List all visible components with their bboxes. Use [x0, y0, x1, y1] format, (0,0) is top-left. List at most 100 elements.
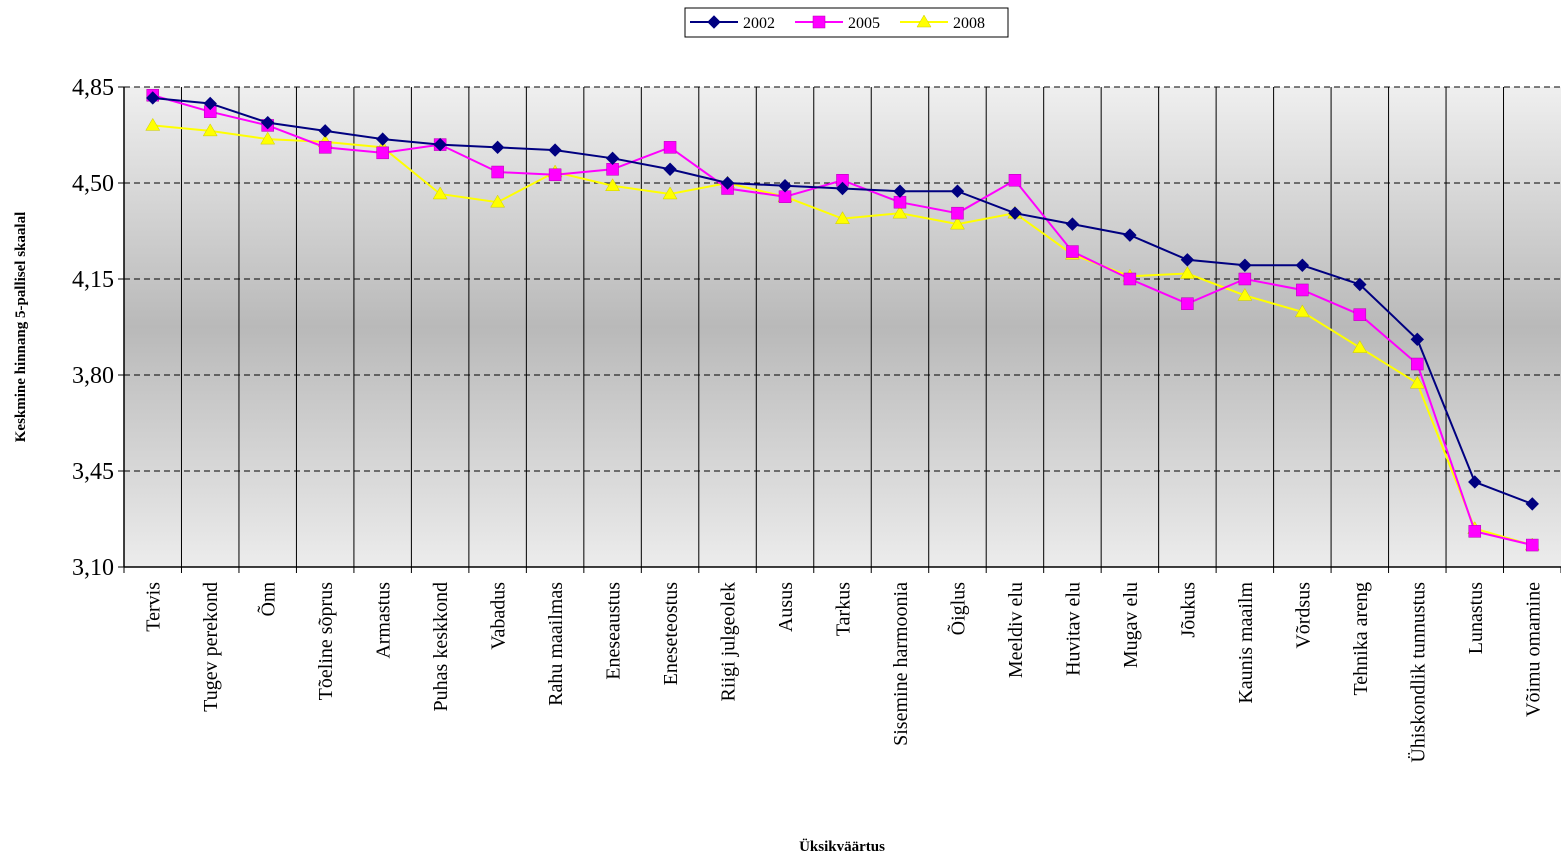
data-point-2005 [491, 165, 504, 179]
data-point-2008 [145, 117, 161, 131]
data-point-2005 [376, 146, 389, 160]
x-tick-label: Vabadus [488, 582, 510, 650]
data-point-2005 [1296, 283, 1309, 297]
x-tick-label: Tugev perekond [200, 582, 222, 712]
x-tick-label: Võrdsus [1292, 582, 1314, 649]
data-point-2002 [375, 132, 390, 146]
data-point-2002 [318, 124, 332, 138]
data-point-2005 [663, 141, 677, 154]
plot-area [124, 87, 1561, 567]
x-tick-label: Huvitav elu [1062, 582, 1084, 676]
x-tick-label: Eneseaustus [603, 582, 625, 680]
data-point-2005 [606, 163, 619, 176]
data-point-2005 [1353, 308, 1367, 321]
data-point-2008 [892, 205, 908, 219]
data-point-2008 [202, 123, 218, 137]
data-point-2005 [548, 168, 562, 182]
data-point-2005 [1123, 272, 1137, 286]
legend-label-2008: 2008 [953, 15, 985, 32]
series-2005 [146, 88, 1539, 552]
data-point-2002 [1180, 253, 1195, 267]
axes [118, 86, 1561, 573]
data-point-2005 [1238, 272, 1252, 286]
data-point-2002 [1525, 497, 1539, 511]
data-point-2002 [605, 151, 620, 166]
y-tick-label: 4,50 [72, 171, 114, 197]
x-tick-label: Armastus [373, 582, 395, 659]
y-tick-label: 3,45 [72, 459, 114, 485]
data-point-2005 [951, 206, 964, 220]
x-axis-title: Üksikväärtus [799, 838, 885, 855]
y-axis-title: Keskmine hinnang 5-pallisel skaalal [13, 212, 29, 442]
data-point-2002 [835, 181, 850, 196]
data-point-2008 [260, 131, 276, 145]
x-tick-label: Tarkus [833, 582, 855, 636]
x-tick-label: Jõukus [1177, 582, 1199, 638]
data-point-2002 [433, 137, 447, 152]
data-point-2008 [605, 178, 621, 191]
data-point-2008 [662, 186, 678, 200]
data-point-2002 [1353, 277, 1367, 292]
data-point-2005 [1526, 538, 1539, 552]
data-point-2008 [1352, 340, 1368, 353]
gridlines [124, 86, 1561, 567]
data-point-2002 [1008, 206, 1022, 220]
data-point-2008 [1237, 287, 1253, 301]
x-tick-label: Lunastus [1465, 582, 1487, 654]
data-point-2002 [663, 162, 677, 176]
data-point-2002 [490, 140, 505, 155]
data-point-2005 [318, 141, 332, 154]
data-point-2008 [835, 211, 850, 224]
data-point-2002 [260, 115, 275, 130]
data-point-2002 [1238, 258, 1252, 272]
x-tick-label: Õnn [256, 582, 280, 616]
x-tick-label: Ausus [775, 582, 797, 632]
series-2002 [146, 91, 1539, 511]
legend-marker-2005 [812, 15, 826, 29]
data-point-2002 [950, 184, 965, 198]
data-point-2008 [1179, 266, 1195, 279]
data-point-2002 [1295, 258, 1310, 272]
legend-marker-2008 [916, 14, 932, 28]
data-point-2002 [1065, 217, 1080, 231]
data-point-2002 [893, 184, 907, 198]
data-point-2005 [893, 195, 907, 209]
x-tick-label: Mugav elu [1120, 582, 1142, 668]
y-tick-label: 4,15 [72, 267, 114, 293]
data-point-2002 [146, 91, 160, 105]
tick-labels: 3,10 3,45 3,80 4,15 4,50 4,85 Tervis Tugev pere… [72, 75, 1544, 763]
x-tick-label: Ühiskondlik tunnustus [1406, 582, 1429, 763]
y-tick-label: 3,10 [72, 555, 114, 581]
legend-label-2005: 2005 [848, 15, 880, 32]
data-point-2002 [1410, 332, 1425, 347]
x-tick-label: Sisemine harmoonia [890, 582, 912, 746]
data-point-2008 [1294, 304, 1310, 318]
x-tick-label: Kaunis maailm [1235, 582, 1257, 704]
legend-marker-2002 [707, 15, 721, 29]
x-tick-label: Puhas keskkond [430, 582, 452, 711]
x-tick-label: Tõeline sõprus [315, 582, 337, 701]
data-point-2008 [950, 216, 965, 230]
x-tick-label: Eneseteostus [660, 582, 682, 686]
data-point-2002 [1123, 228, 1137, 242]
x-tick-label: Võimu omamine [1522, 582, 1544, 717]
data-point-2005 [778, 190, 792, 203]
data-point-2002 [778, 179, 792, 193]
legend-label-2002: 2002 [743, 15, 775, 32]
data-point-2002 [203, 96, 217, 111]
data-point-2005 [1008, 174, 1022, 187]
y-tick-label: 4,85 [72, 75, 114, 101]
data-point-2002 [548, 143, 562, 157]
data-point-2005 [1181, 297, 1194, 310]
data-point-2008 [490, 194, 506, 208]
x-tick-label: Tehnika areng [1350, 582, 1372, 696]
data-point-2005 [1066, 245, 1079, 258]
y-tick-label: 3,80 [72, 363, 114, 389]
x-tick-label: Meeldiv elu [1005, 582, 1027, 678]
x-tick-label: Õiglus [945, 582, 969, 636]
legend: 2002 2005 2008 [684, 7, 1009, 38]
x-tick-label: Tervis [143, 582, 165, 632]
data-point-2008 [432, 186, 448, 200]
legend-box [684, 7, 1009, 38]
